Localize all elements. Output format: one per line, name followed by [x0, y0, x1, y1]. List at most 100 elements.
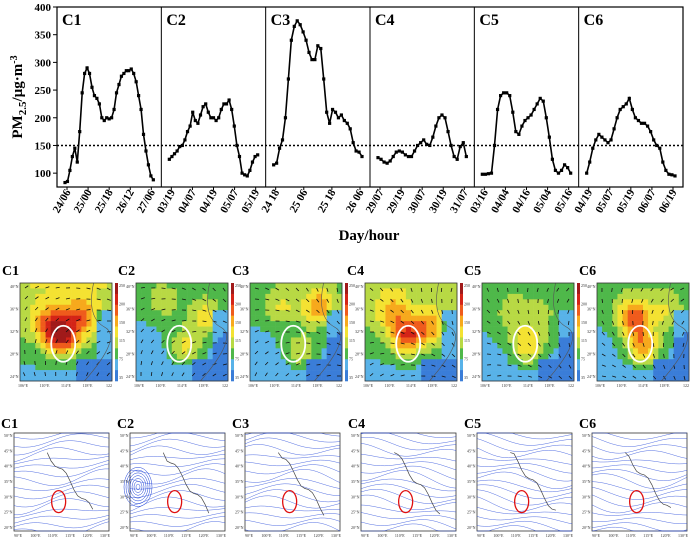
pm25-cell — [597, 370, 603, 376]
pm25-cell — [192, 348, 198, 355]
pm25-cell — [416, 299, 422, 306]
pm25-cell — [76, 326, 82, 333]
pm25-cell — [617, 310, 623, 316]
pm25-cell — [187, 342, 193, 349]
pm25-cell — [543, 353, 549, 360]
pm25-cell — [431, 353, 437, 360]
x-tick-label: 26/12 — [114, 187, 137, 215]
pm25-cell — [375, 315, 381, 322]
pm25-cell — [290, 353, 297, 360]
pm25-cell — [101, 337, 108, 344]
pm25-cell — [212, 353, 219, 360]
pressure-contour — [591, 469, 688, 481]
pm25-cell — [431, 326, 437, 333]
pm25-cell — [653, 332, 659, 338]
pm25-cell — [202, 332, 208, 338]
wind-arrow — [400, 320, 405, 324]
pm25-cell — [497, 310, 503, 316]
pm25-cell — [60, 321, 67, 327]
pm25-cell — [517, 326, 524, 333]
pm25-cell — [151, 288, 157, 295]
pm25-cell — [207, 353, 213, 360]
pm25-cell — [66, 321, 72, 327]
wind-arrow — [336, 342, 341, 346]
pm25-cell — [502, 370, 508, 376]
lon-tick-label: 115°E — [65, 533, 75, 538]
pm25-cell — [411, 288, 417, 295]
data-point — [394, 150, 398, 154]
wind-arrow — [202, 362, 207, 366]
pm25-cell — [265, 315, 271, 322]
pm25-cell — [176, 353, 183, 360]
lat-tick-label: 50°N — [582, 433, 591, 438]
pm25-cell — [451, 310, 458, 316]
pressure-contour — [360, 432, 457, 445]
pm25-cell — [370, 288, 376, 295]
x-tick-label: 04/16 — [510, 187, 533, 215]
pm25-cell — [81, 348, 87, 355]
pm25-cell — [171, 332, 178, 338]
pm25-cell — [151, 353, 157, 360]
pm25-cell — [270, 337, 276, 344]
pm25-cell — [558, 364, 565, 371]
y-tick-label: 400 — [35, 2, 52, 14]
pm25-cell — [45, 332, 51, 338]
pm25-cell — [141, 304, 147, 311]
wind-arrow — [670, 298, 675, 303]
y-tick-label: 300 — [35, 57, 52, 69]
wind-arrow — [632, 375, 637, 379]
pm25-cell — [35, 342, 41, 349]
pm25-cell — [141, 293, 147, 300]
pm25-cell — [421, 326, 427, 333]
pm25-cell — [643, 321, 649, 327]
wind-arrow — [441, 375, 446, 378]
pm25-cell — [421, 293, 427, 300]
pm25-cell — [96, 299, 103, 306]
pm25-cell — [395, 293, 402, 300]
wind-arrow — [96, 372, 100, 377]
pm25-cell — [451, 359, 458, 365]
pm25-cell — [166, 283, 173, 289]
colorbar-swatch — [460, 315, 463, 327]
wind-arrow — [75, 339, 80, 344]
pm25-cell — [538, 337, 544, 344]
pm25-cell — [597, 304, 603, 311]
data-point — [68, 168, 72, 172]
series-line-c2 — [168, 98, 259, 177]
pm25-cell — [71, 375, 77, 382]
x-axis-label: Day/hour — [339, 228, 400, 244]
pm25-cell — [446, 288, 453, 295]
lon-tick-label: 110°E — [502, 383, 512, 388]
pm25-cell — [176, 326, 183, 333]
map-label: C2 — [117, 417, 134, 432]
wind-arrow — [86, 350, 90, 355]
pm25-cell — [217, 288, 224, 295]
data-point — [547, 135, 551, 139]
pm25-cell — [207, 337, 213, 344]
pm25-cell — [217, 315, 224, 322]
pm25-cell — [553, 283, 559, 289]
pm25-cell — [507, 315, 513, 322]
pm25-cell — [492, 353, 498, 360]
pm25-cell — [658, 348, 664, 355]
pm25-cell — [202, 342, 208, 349]
pm25-cell — [385, 370, 391, 376]
lon-tick-label: 100°E — [608, 533, 619, 538]
wind-arrow — [441, 309, 444, 314]
pm25-cell — [607, 364, 613, 371]
lat-tick-label: 20°N — [4, 525, 13, 530]
pm25-cell — [597, 293, 603, 300]
pm25-cell — [161, 283, 167, 289]
wind-arrow — [517, 375, 522, 378]
pm25-cell — [602, 310, 608, 316]
pm25-cell — [217, 332, 224, 338]
wind-arrow — [486, 374, 491, 377]
pressure-contour — [360, 461, 457, 471]
wind-arrow — [611, 309, 614, 315]
data-point — [397, 149, 401, 153]
wind-arrow — [400, 374, 405, 377]
pm25-cell — [66, 348, 72, 355]
pm25-cell — [86, 342, 92, 349]
pm25-cell — [290, 299, 297, 306]
